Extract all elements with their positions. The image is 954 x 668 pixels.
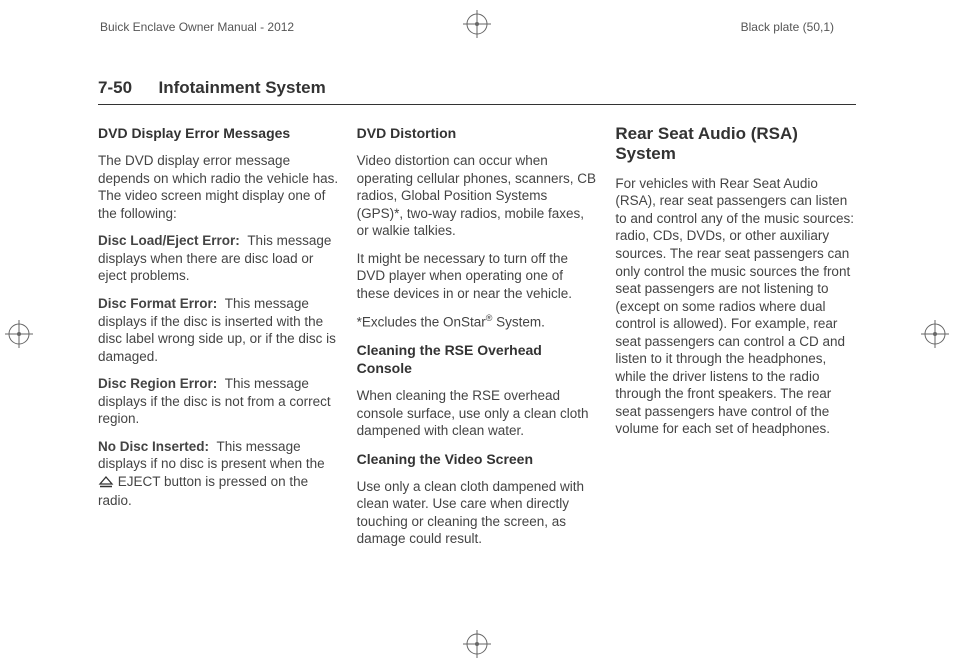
crop-mark-right-icon — [921, 320, 949, 348]
term-disc-format: Disc Format Error: — [98, 296, 217, 311]
cleaning-console-heading: Cleaning the RSE Overhead Console — [357, 341, 598, 377]
header-right-text: Black plate (50,1) — [741, 20, 834, 34]
distortion-p1: Video distortion can occur when operatin… — [357, 152, 598, 240]
dvd-error-intro: The DVD display error message depends on… — [98, 152, 339, 222]
disc-format-error: Disc Format Error: This message displays… — [98, 295, 339, 365]
dvd-error-heading: DVD Display Error Messages — [98, 124, 339, 142]
manual-page: Buick Enclave Owner Manual - 2012 Black … — [0, 0, 954, 668]
distortion-footnote: *Excludes the OnStar® System. — [357, 313, 598, 331]
distortion-p2: It might be necessary to turn off the DV… — [357, 250, 598, 303]
column-2: DVD Distortion Video distortion can occu… — [357, 124, 598, 558]
rsa-heading: Rear Seat Audio (RSA) System — [615, 124, 856, 165]
crop-mark-bottom-icon — [463, 630, 491, 658]
section-title: Infotainment System — [158, 78, 325, 97]
cleaning-screen-heading: Cleaning the Video Screen — [357, 450, 598, 468]
footnote-a: *Excludes the OnStar — [357, 314, 486, 329]
dvd-distortion-heading: DVD Distortion — [357, 124, 598, 142]
crop-mark-top-icon — [463, 10, 491, 38]
header-left-text: Buick Enclave Owner Manual - 2012 — [100, 20, 294, 34]
cleaning-screen-text: Use only a clean cloth dampened with cle… — [357, 478, 598, 548]
content-columns: DVD Display Error Messages The DVD displ… — [98, 124, 856, 558]
desc-no-disc-b: EJECT button is pressed on the radio. — [98, 474, 308, 509]
term-no-disc: No Disc Inserted: — [98, 439, 209, 454]
eject-icon — [98, 475, 114, 493]
page-number: 7-50 — [98, 78, 132, 97]
column-3: Rear Seat Audio (RSA) System For vehicle… — [615, 124, 856, 558]
no-disc-error: No Disc Inserted: This message displays … — [98, 438, 339, 510]
disc-region-error: Disc Region Error: This message displays… — [98, 375, 339, 428]
term-disc-load: Disc Load/Eject Error: — [98, 233, 240, 248]
section-header: 7-50 Infotainment System — [98, 78, 856, 105]
disc-load-error: Disc Load/Eject Error: This message disp… — [98, 232, 339, 285]
term-disc-region: Disc Region Error: — [98, 376, 217, 391]
column-1: DVD Display Error Messages The DVD displ… — [98, 124, 339, 558]
crop-mark-left-icon — [5, 320, 33, 348]
footnote-b: System. — [492, 314, 545, 329]
rsa-body: For vehicles with Rear Seat Audio (RSA),… — [615, 175, 856, 438]
cleaning-console-text: When cleaning the RSE overhead console s… — [357, 387, 598, 440]
